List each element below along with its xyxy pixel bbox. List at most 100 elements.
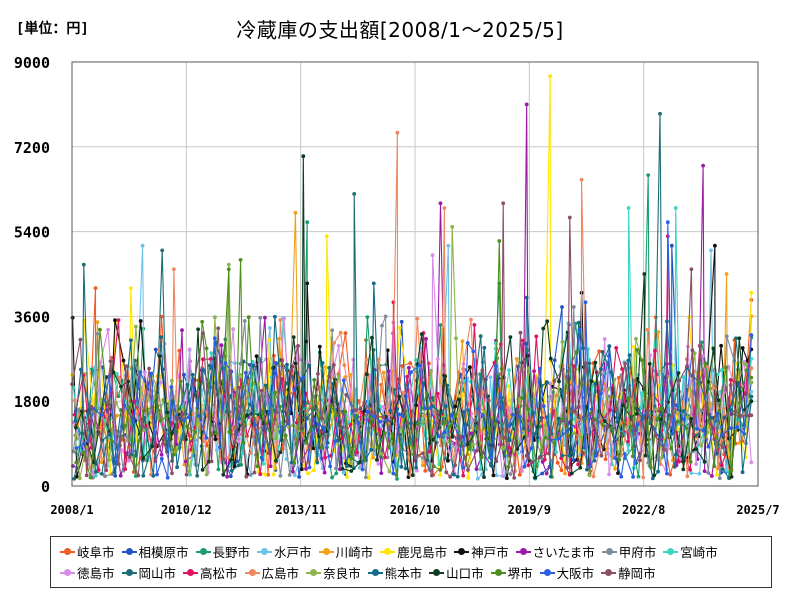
data-point [669,243,674,248]
data-point [75,474,79,479]
data-point [614,407,619,412]
data-point [226,456,231,461]
data-point [461,378,466,383]
data-point [365,372,369,377]
legend-label: 神戸市 [471,545,509,560]
data-point [136,473,141,478]
data-point [435,391,440,396]
data-point [341,378,346,383]
data-point [524,295,529,300]
data-point [454,412,458,417]
data-point [634,337,638,341]
data-point [386,369,391,374]
data-point [728,377,733,382]
data-point [324,234,329,239]
data-point [345,475,349,479]
data-point [446,243,451,248]
data-point [548,74,553,78]
data-point [468,365,472,370]
data-point [749,460,754,465]
legend-item: 川崎市 [318,541,373,562]
data-point [153,347,158,352]
data-point [238,258,243,262]
data-point [585,467,589,472]
data-point [619,474,624,479]
data-point [675,427,680,432]
data-point [327,365,332,370]
data-point [182,372,186,377]
data-point [387,469,392,474]
data-point [301,375,305,380]
legend-marker-icon [367,566,384,580]
data-point [602,337,607,341]
data-point [499,442,503,447]
data-point [451,472,456,477]
data-point [89,445,94,450]
data-point [299,467,304,472]
data-point [601,422,605,427]
data-point [376,462,381,466]
data-point [517,472,522,477]
data-point [450,225,455,229]
legend-marker-icon [318,545,335,559]
data-point [442,430,447,435]
data-point [248,363,252,367]
data-point [190,372,195,377]
data-point [345,464,349,468]
data-point [720,463,724,468]
data-point [155,472,159,477]
data-point [260,457,265,462]
data-point [544,471,549,476]
data-point [711,386,716,390]
data-point [623,361,627,366]
data-point [159,335,164,339]
data-point [435,412,440,416]
data-point [571,452,575,457]
data-point [620,367,624,371]
data-point [512,476,517,480]
data-point [665,471,669,476]
data-point [740,346,745,350]
data-point [322,425,326,430]
data-point [236,463,241,468]
data-point [327,374,331,379]
data-point [450,413,454,417]
data-point [371,455,375,460]
data-point [399,465,404,469]
data-point [706,444,711,449]
data-point [409,421,413,426]
data-point [674,403,679,407]
data-point [93,470,98,474]
data-point [438,468,443,472]
data-point [691,432,696,437]
data-point [594,453,598,458]
data-point [138,370,143,374]
data-point [593,381,598,386]
data-point [261,461,266,466]
legend-marker-icon [182,566,199,580]
data-point [697,471,702,476]
legend-item: 宮崎市 [662,541,718,562]
data-point [535,376,539,381]
data-point [505,405,510,410]
data-point [375,458,379,462]
data-point [263,392,268,396]
data-point [641,475,646,480]
data-point [705,364,710,369]
data-point [430,473,434,478]
data-point [603,457,608,461]
data-point [268,326,272,330]
data-point [207,363,212,368]
legend-item: 相模原市 [121,541,189,562]
data-point [545,380,549,385]
legend-item: 鹿児島市 [379,541,447,562]
data-point [626,439,630,444]
data-point [421,381,426,385]
data-point [99,397,103,402]
data-point [395,449,400,454]
data-point [749,399,754,404]
legend-item: さいたま市 [515,541,595,562]
data-point [319,416,324,421]
y-tick-label: 3600 [14,308,50,326]
data-point [626,420,631,425]
